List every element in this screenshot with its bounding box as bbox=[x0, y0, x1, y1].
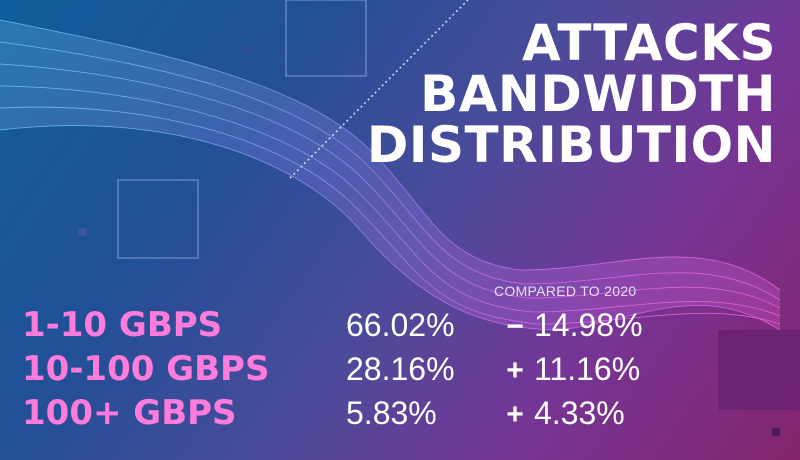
page-title: ATTACKS BANDWIDTH DISTRIBUTION bbox=[367, 18, 776, 171]
share-value: 28.16% bbox=[346, 351, 455, 387]
small-square-2 bbox=[78, 228, 86, 236]
title-line-2: BANDWIDTH bbox=[420, 65, 776, 123]
compared-label: COMPARED TO 2020 bbox=[494, 283, 637, 299]
table-row: 1-10 GBPS 66.02% −14.98% bbox=[22, 303, 782, 347]
dotted-divider bbox=[289, 0, 469, 179]
share-value: 66.02% bbox=[346, 307, 455, 343]
range-label: 10-100 GBPS bbox=[22, 349, 270, 389]
minus-icon: − bbox=[506, 310, 524, 343]
title-line-3: DISTRIBUTION bbox=[366, 116, 776, 174]
dark-square-right bbox=[718, 330, 800, 410]
outline-square-top bbox=[285, 0, 367, 77]
ribbon-fill bbox=[0, 20, 780, 330]
range-label: 100+ GBPS bbox=[22, 393, 237, 433]
change-value: 11.16% bbox=[534, 351, 641, 387]
small-square-1 bbox=[242, 44, 250, 52]
small-square-3 bbox=[772, 428, 780, 436]
bandwidth-table: 1-10 GBPS 66.02% −14.98% 10-100 GBPS 28.… bbox=[22, 303, 782, 435]
change-cell: +11.16% bbox=[502, 347, 640, 398]
outline-square-left bbox=[117, 179, 199, 259]
change-cell: −14.98% bbox=[502, 303, 643, 354]
change-cell: +4.33% bbox=[502, 391, 625, 442]
table-row: 100+ GBPS 5.83% +4.33% bbox=[22, 391, 782, 435]
change-value: 14.98% bbox=[534, 307, 643, 343]
change-value: 4.33% bbox=[534, 395, 625, 431]
plus-icon: + bbox=[506, 354, 524, 387]
table-row: 10-100 GBPS 28.16% +11.16% bbox=[22, 347, 782, 391]
plus-icon: + bbox=[506, 398, 524, 431]
range-label: 1-10 GBPS bbox=[22, 305, 223, 345]
title-line-1: ATTACKS bbox=[522, 14, 776, 72]
share-value: 5.83% bbox=[346, 395, 437, 431]
